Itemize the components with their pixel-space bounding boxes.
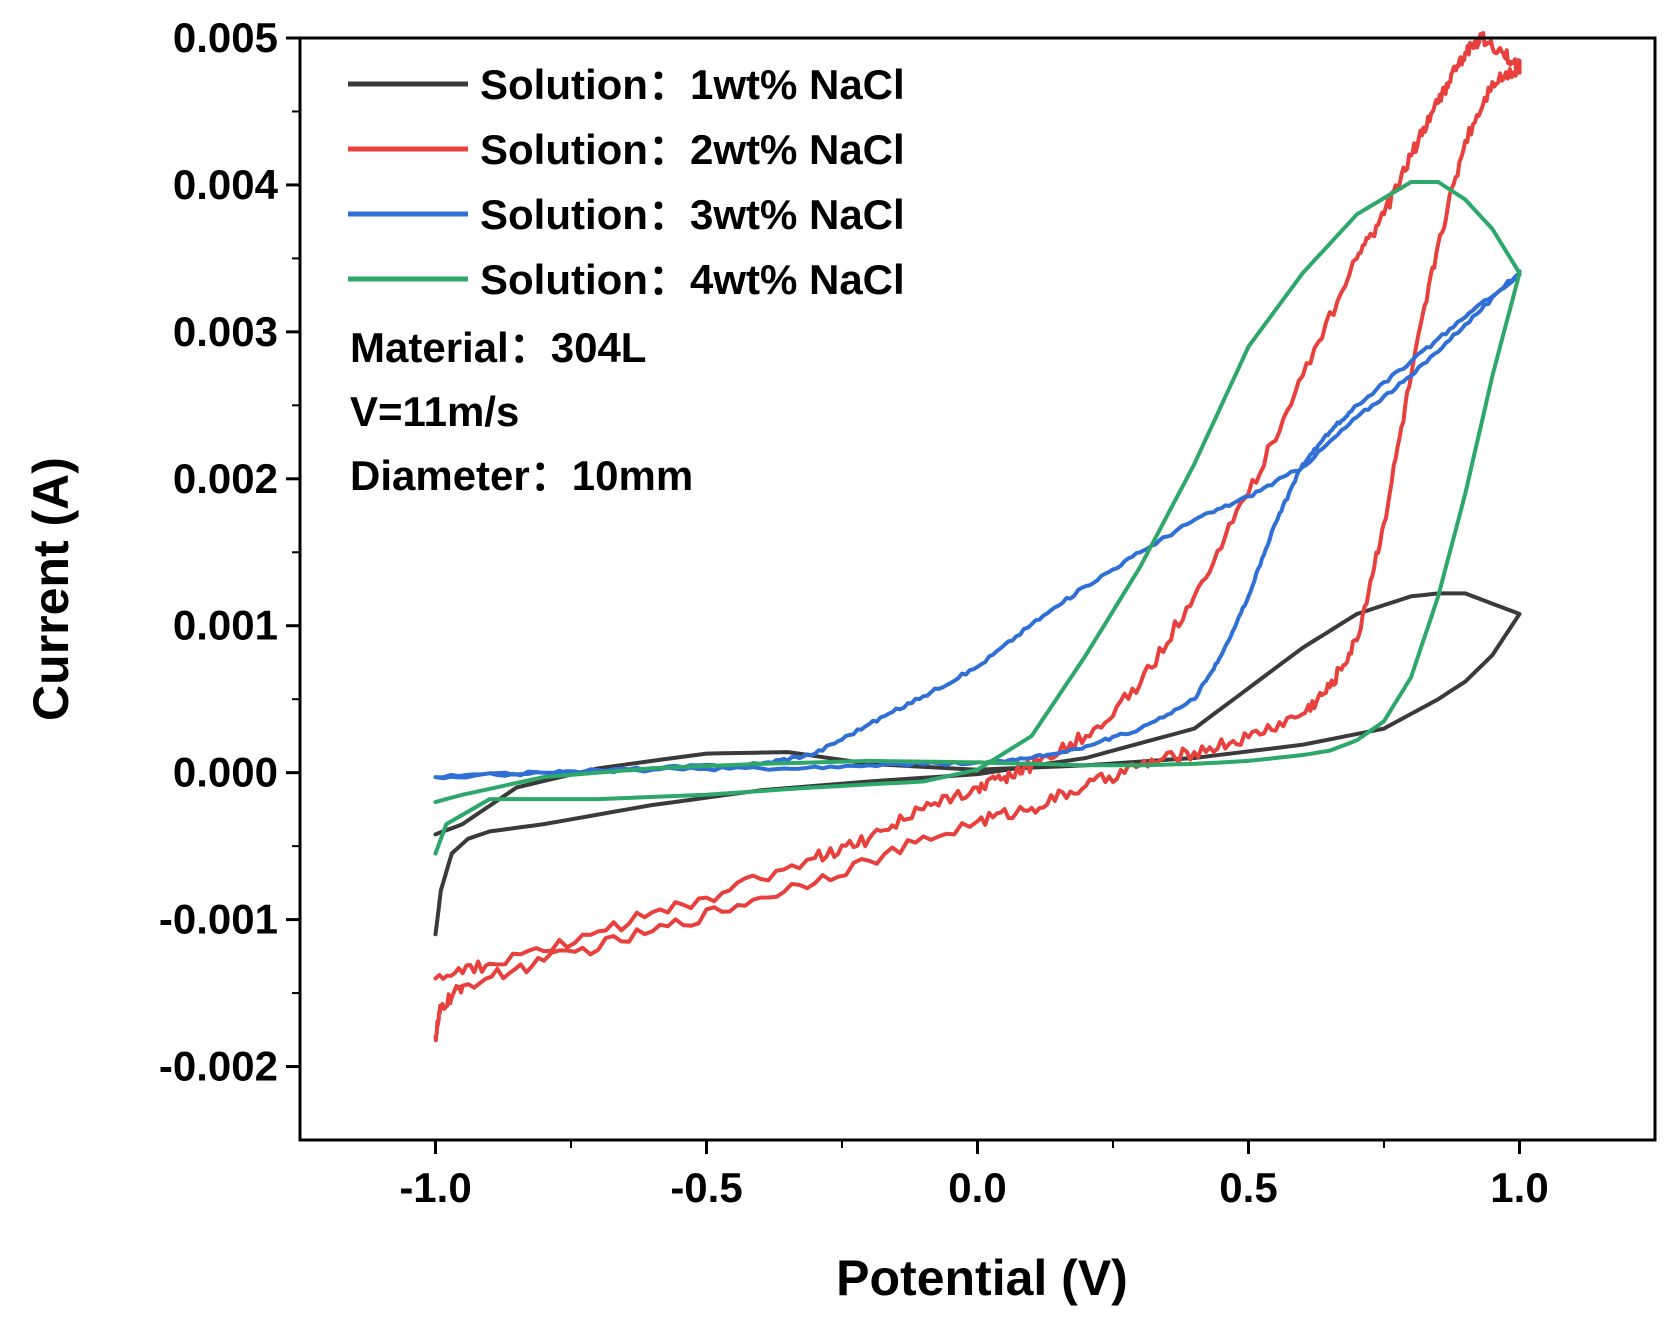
y-tick-label: 0.002 xyxy=(173,455,278,502)
x-tick-label: 0.5 xyxy=(1219,1164,1277,1211)
legend-label-2: Solution：2wt% NaCl xyxy=(480,126,905,173)
legend-label-4: Solution：4wt% NaCl xyxy=(480,256,905,303)
y-tick-label: 0.003 xyxy=(173,308,278,355)
series-layer xyxy=(433,31,1522,1043)
y-tick-label: -0.002 xyxy=(159,1043,278,1090)
legend: Solution：1wt% NaCl Solution：2wt% NaCl Solu… xyxy=(348,61,905,303)
legend-label-1: Solution：1wt% NaCl xyxy=(480,61,905,108)
y-tick-label: 0.000 xyxy=(173,749,278,796)
x-tick-label: -1.0 xyxy=(399,1164,471,1211)
y-tick-label: 0.004 xyxy=(173,161,279,208)
y-tick-label: -0.001 xyxy=(159,896,278,943)
x-tick-label: 1.0 xyxy=(1490,1164,1548,1211)
x-tick-label: 0.0 xyxy=(948,1164,1006,1211)
ticks-layer: -1.0 -0.5 0.0 0.5 1.0 -0.002 -0.001 0.000 0.001 0… xyxy=(159,14,1549,1211)
annotations: Material：304L V=11m/s Diameter：10mm xyxy=(350,324,693,499)
annotation-1: Material：304L xyxy=(350,324,646,371)
legend-label-3: Solution：3wt% NaCl xyxy=(480,191,905,238)
series-line-2 xyxy=(433,31,1522,1043)
x-tick-label: -0.5 xyxy=(670,1164,742,1211)
x-axis-title: Potential (V) xyxy=(836,1250,1128,1306)
annotation-3: Diameter：10mm xyxy=(350,452,693,499)
y-tick-label: 0.001 xyxy=(173,602,278,649)
y-tick-label: 0.005 xyxy=(173,14,278,61)
series-line-4 xyxy=(433,180,1522,856)
y-axis-title: Current (A) xyxy=(23,457,79,721)
annotation-2: V=11m/s xyxy=(350,388,519,435)
